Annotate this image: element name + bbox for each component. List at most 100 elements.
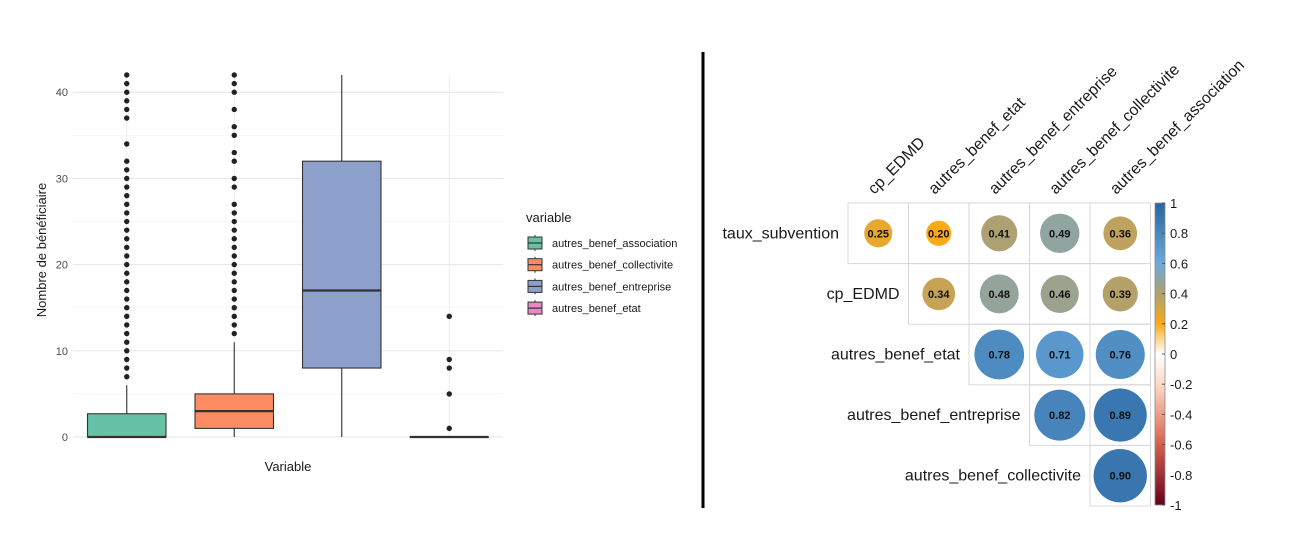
outlier-point-autres-benef-collectivite — [231, 149, 237, 156]
outlier-point-autres-benef-association — [124, 365, 130, 371]
corr-value-label: 0.39 — [1110, 289, 1131, 301]
outlier-point-autres-benef-collectivite — [231, 132, 237, 139]
corr-circle — [922, 277, 956, 311]
outlier-point-autres-benef-collectivite — [231, 124, 237, 130]
colorbar-tick-label: 0.6 — [1170, 256, 1188, 271]
outlier-point-autres-benef-collectivite — [231, 261, 237, 268]
outlier-point-autres-benef-association — [124, 80, 130, 87]
outlier-point-autres-benef-collectivite — [231, 227, 237, 233]
corr-circle — [1103, 216, 1138, 251]
corr-circle — [1036, 330, 1084, 379]
colorbar-tick-label: -0.2 — [1170, 377, 1192, 392]
outlier-point-autres-benef-etat — [446, 391, 452, 397]
corr-circle — [926, 220, 952, 246]
outlier-point-autres-benef-association — [124, 261, 130, 268]
outlier-point-autres-benef-collectivite — [231, 175, 237, 182]
outlier-point-autres-benef-collectivite — [231, 305, 237, 311]
colorbar-tick-label: -0.8 — [1170, 468, 1192, 483]
corr-value-label: 0.34 — [928, 289, 950, 301]
legend-label-autres-benef-association: autres_benef_association — [552, 238, 677, 250]
colorbar-tick-label: -0.4 — [1170, 407, 1192, 422]
box-autres-benef-association — [86, 413, 167, 438]
outlier-point-autres-benef-association — [124, 339, 130, 345]
outlier-point-autres-benef-association — [124, 356, 130, 363]
outlier-point-autres-benef-association — [124, 210, 130, 216]
colorbar-tick-label: 1 — [1170, 196, 1177, 211]
outlier-point-autres-benef-collectivite — [231, 72, 237, 78]
colorbar-tick-label: 0.8 — [1170, 226, 1188, 241]
corr-circle — [1034, 389, 1086, 441]
outlier-point-autres-benef-association — [124, 270, 130, 276]
outlier-point-autres-benef-association — [124, 175, 130, 182]
outlier-point-autres-benef-association — [124, 296, 130, 302]
outlier-point-autres-benef-collectivite — [231, 201, 237, 207]
outlier-point-autres-benef-association — [124, 373, 130, 380]
outlier-point-autres-benef-collectivite — [231, 218, 237, 225]
corr-circle — [864, 219, 893, 248]
corr-value-label: 0.89 — [1110, 410, 1131, 422]
outlier-point-autres-benef-collectivite — [231, 322, 237, 328]
outlier-point-autres-benef-collectivite — [231, 80, 237, 87]
row-label-taux-subvention: taux_subvention — [722, 225, 839, 242]
corr-cell — [1089, 444, 1151, 507]
corr-value-label: 0.36 — [1110, 228, 1131, 240]
corr-circle — [981, 215, 1018, 252]
outlier-point-autres-benef-association — [124, 322, 130, 328]
corr-circle — [1040, 213, 1080, 253]
legend-title: variable — [526, 210, 572, 225]
outlier-point-autres-benef-association — [124, 89, 130, 95]
outlier-point-autres-benef-collectivite — [231, 236, 237, 242]
colorbar-tick-label: 0.2 — [1170, 317, 1188, 332]
outlier-point-autres-benef-collectivite — [231, 253, 237, 259]
outlier-point-autres-benef-association — [124, 158, 130, 164]
box-autres-benef-entreprise — [301, 160, 382, 369]
outlier-point-autres-benef-association — [124, 330, 130, 337]
corr-value-label: 0.25 — [868, 228, 889, 240]
outlier-point-autres-benef-collectivite — [231, 244, 237, 251]
corr-value-label: 0.82 — [1049, 410, 1070, 422]
row-label-cp-EDMD: cp_EDMD — [827, 286, 900, 303]
corr-value-label: 0.41 — [989, 228, 1010, 240]
outlier-point-autres-benef-etat — [446, 356, 452, 363]
y-tick-label: 20 — [56, 260, 68, 272]
legend-label-autres-benef-etat: autres_benef_etat — [552, 303, 641, 315]
outlier-point-autres-benef-association — [124, 141, 130, 147]
y-tick-label: 30 — [56, 173, 68, 185]
colorbar-tick-label: 0.4 — [1170, 287, 1188, 302]
colorbar-tick-label: -0.6 — [1170, 438, 1192, 453]
correlation-plot: 0.25 0.20 0.41 0.49 0.360.34 0.48 0.46 0.390.78… — [722, 57, 1248, 513]
outlier-point-autres-benef-collectivite — [231, 330, 237, 337]
corr-value-label: 0.48 — [989, 289, 1010, 301]
corr-circle — [1093, 449, 1147, 503]
outlier-point-autres-benef-association — [124, 279, 130, 285]
outlier-point-autres-benef-association — [124, 218, 130, 225]
outlier-point-autres-benef-association — [124, 305, 130, 311]
outlier-point-autres-benef-collectivite — [231, 158, 237, 164]
outlier-point-autres-benef-association — [124, 313, 130, 320]
outlier-point-autres-benef-collectivite — [231, 270, 237, 276]
outlier-point-autres-benef-association — [124, 106, 130, 113]
legend-label-autres-benef-entreprise: autres_benef_entreprise — [552, 281, 671, 293]
colorbar-tick-label: -1 — [1170, 498, 1182, 513]
row-label-autres-benef-collectivite: autres_benef_collectivite — [905, 468, 1081, 485]
colorbar-tick-label: 0 — [1170, 347, 1177, 362]
corr-circle — [1093, 388, 1147, 442]
column-label-autres-benef-etat: autres_benef_etat — [926, 94, 1030, 198]
boxplot-chart: 0 10 20 30 40 Variable Nombre de bénéficiaire v… — [34, 72, 677, 474]
outlier-point-autres-benef-collectivite — [231, 296, 237, 302]
outlier-point-autres-benef-association — [124, 192, 130, 199]
outlier-point-autres-benef-association — [124, 287, 130, 294]
outlier-point-autres-benef-etat — [446, 313, 452, 320]
outlier-point-autres-benef-collectivite — [231, 106, 237, 113]
corr-value-label: 0.76 — [1110, 350, 1131, 362]
outlier-point-autres-benef-association — [124, 348, 130, 354]
corr-circle — [1102, 276, 1138, 312]
corr-value-label: 0.49 — [1049, 228, 1070, 240]
corr-value-label: 0.20 — [928, 228, 949, 240]
outlier-point-autres-benef-association — [124, 72, 130, 78]
outlier-point-autres-benef-association — [124, 236, 130, 242]
outlier-point-autres-benef-etat — [446, 365, 452, 371]
outlier-point-autres-benef-collectivite — [231, 184, 237, 190]
y-axis-title: Nombre de bénéficiaire — [34, 183, 49, 317]
